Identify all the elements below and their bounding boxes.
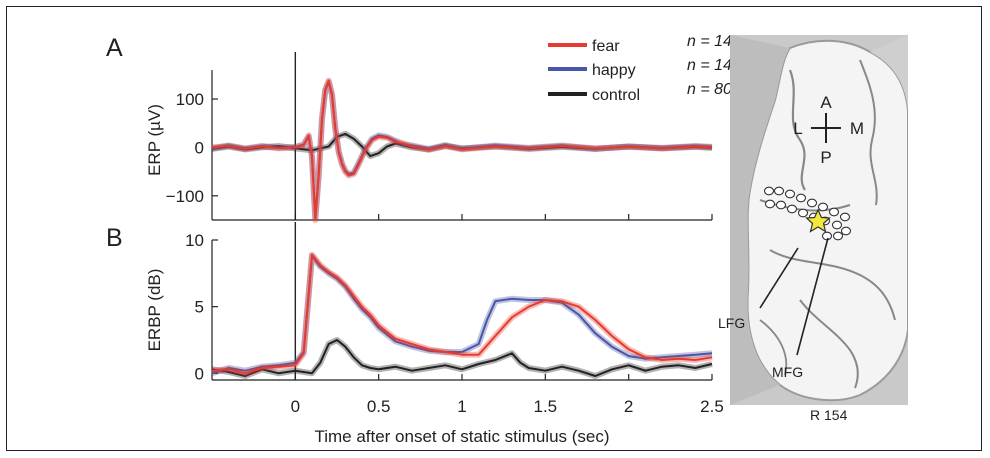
electrode-contact [831,220,843,230]
figure-frame [6,6,982,451]
lfg-pointer-line [759,247,799,309]
electrode-contact [806,198,818,208]
electrode-contact [817,202,829,212]
legend-label-control: control [592,87,640,104]
electrode-contact [764,199,776,209]
electrode-contact [786,204,798,214]
electrode-contact [828,207,840,217]
subject-label: R 154 [810,407,848,423]
legend-label-fear: fear [592,38,620,55]
brain-sulcus-2 [859,59,878,206]
legend-n-fear: n = 149 [687,33,741,50]
panel-b-ytick-label: 0 [195,364,204,383]
panel-b-ylabel: ERBP (dB) [145,269,164,352]
electrode-contact [797,208,809,218]
panel-a-label: A [106,34,123,62]
brain-shadow-right [870,35,908,110]
panel-b-xtick-label: 1.5 [534,397,558,416]
mfg-label: MFG [772,364,803,380]
compass-anterior: A [820,93,832,112]
lfg-label: LFG [718,315,745,331]
electrode-contact [840,226,852,236]
panel-b-xtick-label: 1 [457,397,466,416]
legend-label-happy: happy [592,62,636,79]
electrode-contact [784,189,796,199]
brain-sulcus-1 [788,69,806,191]
panel-b-ytick-label: 5 [195,298,204,317]
panel-b-xtick-label: 0.5 [367,397,391,416]
compass-medial: M [850,119,864,138]
panel-b-xtick-label: 0 [291,397,300,416]
compass-posterior: P [820,148,831,167]
recording-site-star-icon [805,208,831,233]
panel-b-axes: 0 5 10 0 0.5 1 1.5 2 2.5 [185,222,724,416]
x-axis-label: Time after onset of static stimulus (sec… [314,427,609,446]
brain-image: A P L M LFG MFG R 154 [718,35,908,423]
compass-lateral: L [793,119,802,138]
electrode-contact [773,186,785,196]
panel-b-line-control [211,339,713,377]
electrode-contact [839,212,851,222]
mfg-pointer-line [796,237,829,356]
panel-b-xtick-label: 2.5 [700,397,724,416]
panel-a-ytick-label: 100 [176,90,204,109]
panel-b-xtick-label: 2 [624,397,633,416]
electrode-contact [763,186,775,196]
electrode-contact [775,200,787,210]
panel-a-line-fear [211,79,713,221]
legend-n-control: n = 80 [687,81,732,98]
electrode-contact [832,231,844,241]
legend-n-happy: n = 146 [687,57,741,74]
panel-a-ytick-label: 0 [195,138,204,157]
panel-b-label: B [106,224,123,252]
panel-a-axes: −100 0 100 [166,52,713,223]
electrode-contact [795,193,807,203]
panel-a-ylabel: ERP (µV) [145,104,164,176]
brain-sulcus-6 [759,319,788,376]
panel-b-line-fear [211,253,713,375]
legend: fear n = 149 happy n = 146 control n = 8… [548,33,741,104]
panel-b-ytick-label: 10 [185,231,204,250]
panel-a-ytick-label: −100 [166,187,204,206]
brain-sulcus-5 [799,299,859,389]
brain-shadow-left [730,35,790,405]
